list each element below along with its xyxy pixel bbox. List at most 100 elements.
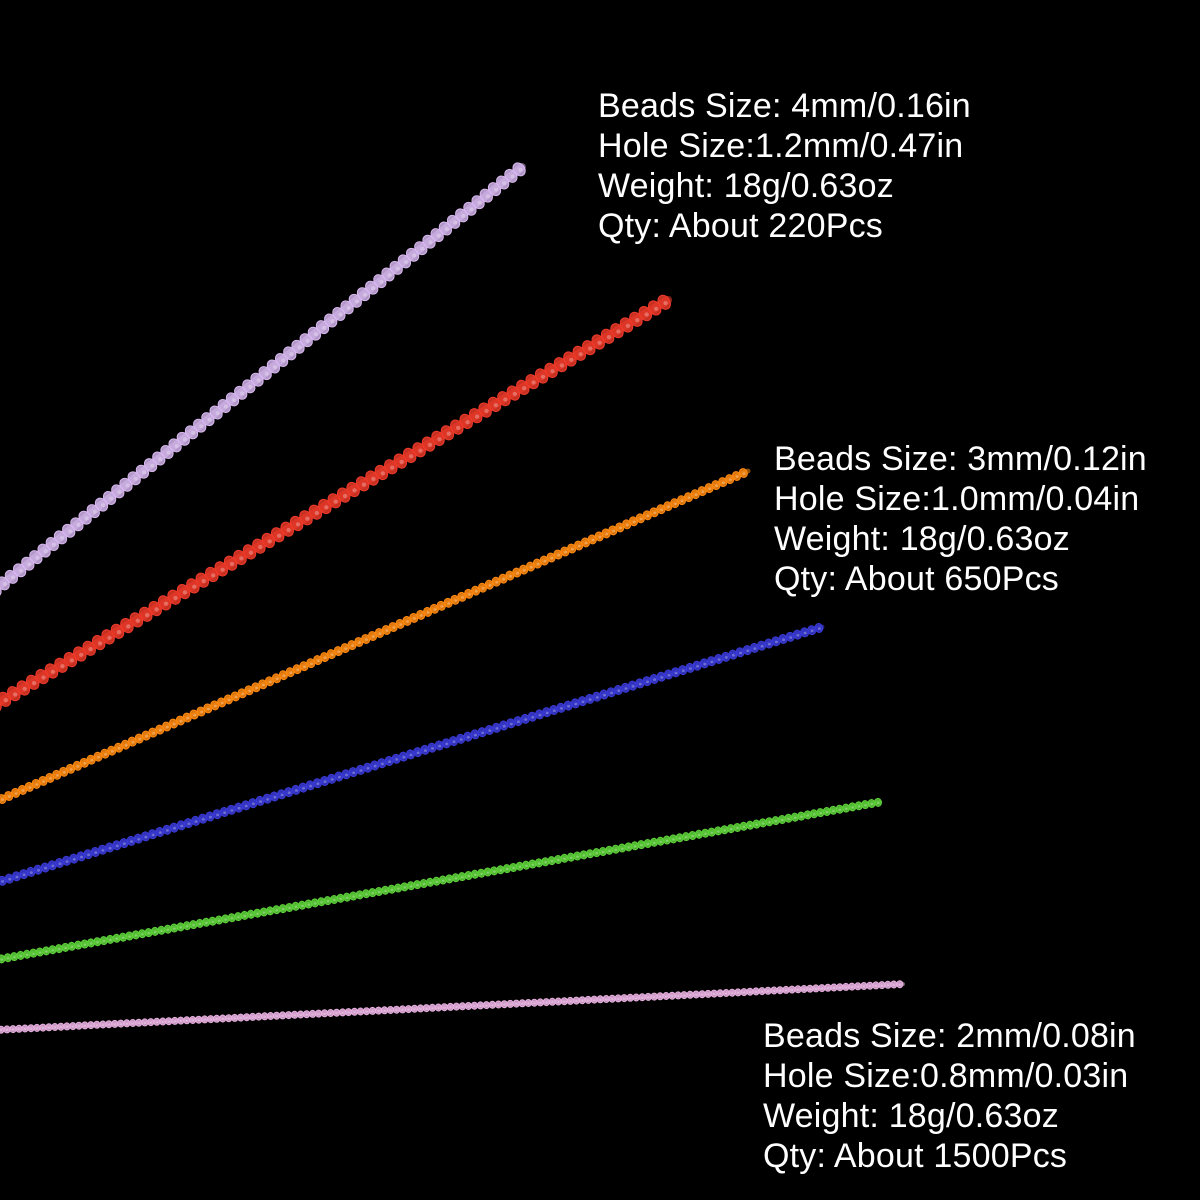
bead-highlight	[126, 624, 131, 629]
bead-highlight	[330, 653, 334, 656]
bead-highlight	[484, 408, 489, 413]
bead-highlight	[145, 734, 149, 738]
bead-highlight	[559, 363, 565, 368]
bead-highlight	[383, 1009, 386, 1012]
bead-highlight	[131, 1022, 135, 1025]
bead-highlight	[444, 227, 449, 232]
bead-highlight	[5, 1029, 9, 1031]
bead-highlight	[605, 998, 608, 1001]
bead-highlight	[22, 873, 26, 877]
bead-highlight	[787, 817, 790, 821]
bead-highlight	[512, 391, 517, 396]
bead-highlight	[408, 454, 414, 459]
bead-highlight	[89, 1024, 93, 1027]
bead-highlight	[591, 538, 595, 542]
bead-highlight	[608, 849, 611, 853]
bead-highlight	[45, 950, 48, 953]
bead-highlight	[43, 549, 48, 554]
bead-highlight	[60, 536, 65, 540]
bead-highlight	[1, 798, 4, 801]
bead-highlight	[735, 475, 739, 478]
bead-highlight	[144, 835, 148, 839]
bead-highlight	[742, 472, 746, 475]
bead-highlight	[288, 907, 291, 910]
bead-highlight	[544, 861, 547, 864]
bead-highlight	[275, 677, 279, 681]
bead-highlight	[491, 1004, 494, 1007]
bead-highlight	[230, 809, 234, 812]
bead-highlight	[83, 943, 87, 946]
bead-highlight	[161, 1021, 164, 1024]
weight-text: Weight: 18g/0.63oz	[774, 520, 1070, 558]
bead-highlight	[739, 651, 743, 655]
bead-highlight	[223, 404, 228, 409]
bead-highlight	[55, 774, 59, 777]
bead-highlight	[426, 611, 430, 614]
bead-highlight	[251, 802, 255, 806]
bead-highlight	[200, 710, 204, 714]
bead-highlight	[180, 824, 184, 828]
bead-highlight	[502, 181, 507, 186]
bead-highlight	[299, 1014, 302, 1017]
bead-highlight	[857, 805, 861, 808]
bead-highlight	[551, 1001, 554, 1004]
bead-highlight	[521, 1002, 524, 1005]
seed-bead	[874, 797, 882, 807]
bead-highlight	[402, 755, 406, 759]
bead-highlight	[182, 590, 188, 595]
bead-highlight	[151, 833, 155, 837]
beads-size-text: Beads Size: 2mm/0.08in	[763, 1017, 1136, 1055]
bead-highlight	[413, 617, 416, 620]
bead-highlight	[832, 987, 836, 990]
bead-highlight	[431, 1007, 434, 1010]
bead-highlight	[614, 848, 618, 851]
bead-highlight	[717, 830, 720, 833]
bead-highlight	[803, 631, 807, 635]
bead-highlight	[724, 992, 728, 995]
bead-highlight	[38, 951, 42, 954]
bead-highlight	[392, 626, 396, 629]
bead-highlight	[696, 665, 700, 668]
bead-highlight	[718, 992, 722, 995]
bead-highlight	[249, 913, 253, 917]
bead-highlight	[365, 893, 368, 896]
bead-highlight	[550, 556, 554, 560]
bead-highlight	[273, 795, 277, 799]
bead-highlight	[201, 578, 206, 584]
bead-highlight	[58, 862, 62, 865]
bead-highlight	[49, 777, 53, 780]
bead-highlight	[683, 994, 686, 997]
bead-highlight	[474, 590, 478, 593]
seed-bead	[738, 468, 748, 478]
bead-highlight	[570, 547, 574, 551]
bead-highlight	[461, 876, 464, 879]
bead-highlight	[810, 629, 814, 633]
bead-highlight	[653, 841, 656, 845]
bead-highlight	[193, 713, 197, 717]
bead-highlight	[789, 636, 793, 639]
bead-highlight	[147, 932, 151, 935]
bead-highlight	[616, 329, 621, 334]
bead-highlight	[371, 892, 375, 895]
qty-text: Qty: About 1500Pcs	[763, 1137, 1068, 1175]
bead-highlight	[898, 983, 902, 986]
bead-highlight	[117, 747, 121, 750]
bead-highlight	[485, 194, 490, 199]
bead-highlight	[509, 1003, 512, 1006]
bead-highlight	[420, 246, 425, 251]
bead-highlight	[467, 1005, 470, 1008]
bead-highlight	[659, 840, 662, 843]
bead-highlight	[256, 378, 261, 383]
bead-highlight	[760, 645, 764, 648]
bead-highlight	[371, 286, 376, 291]
bead-highlight	[324, 505, 329, 510]
bead-highlight	[502, 577, 506, 581]
bead-highlight	[84, 516, 89, 521]
bead-highlight	[781, 819, 784, 822]
bead-highlight	[474, 414, 480, 419]
bead-highlight	[864, 804, 867, 807]
bead-highlight	[104, 753, 107, 756]
bead-highlight	[272, 365, 278, 370]
bead-highlight	[166, 928, 170, 931]
bead-highlight	[13, 692, 18, 697]
